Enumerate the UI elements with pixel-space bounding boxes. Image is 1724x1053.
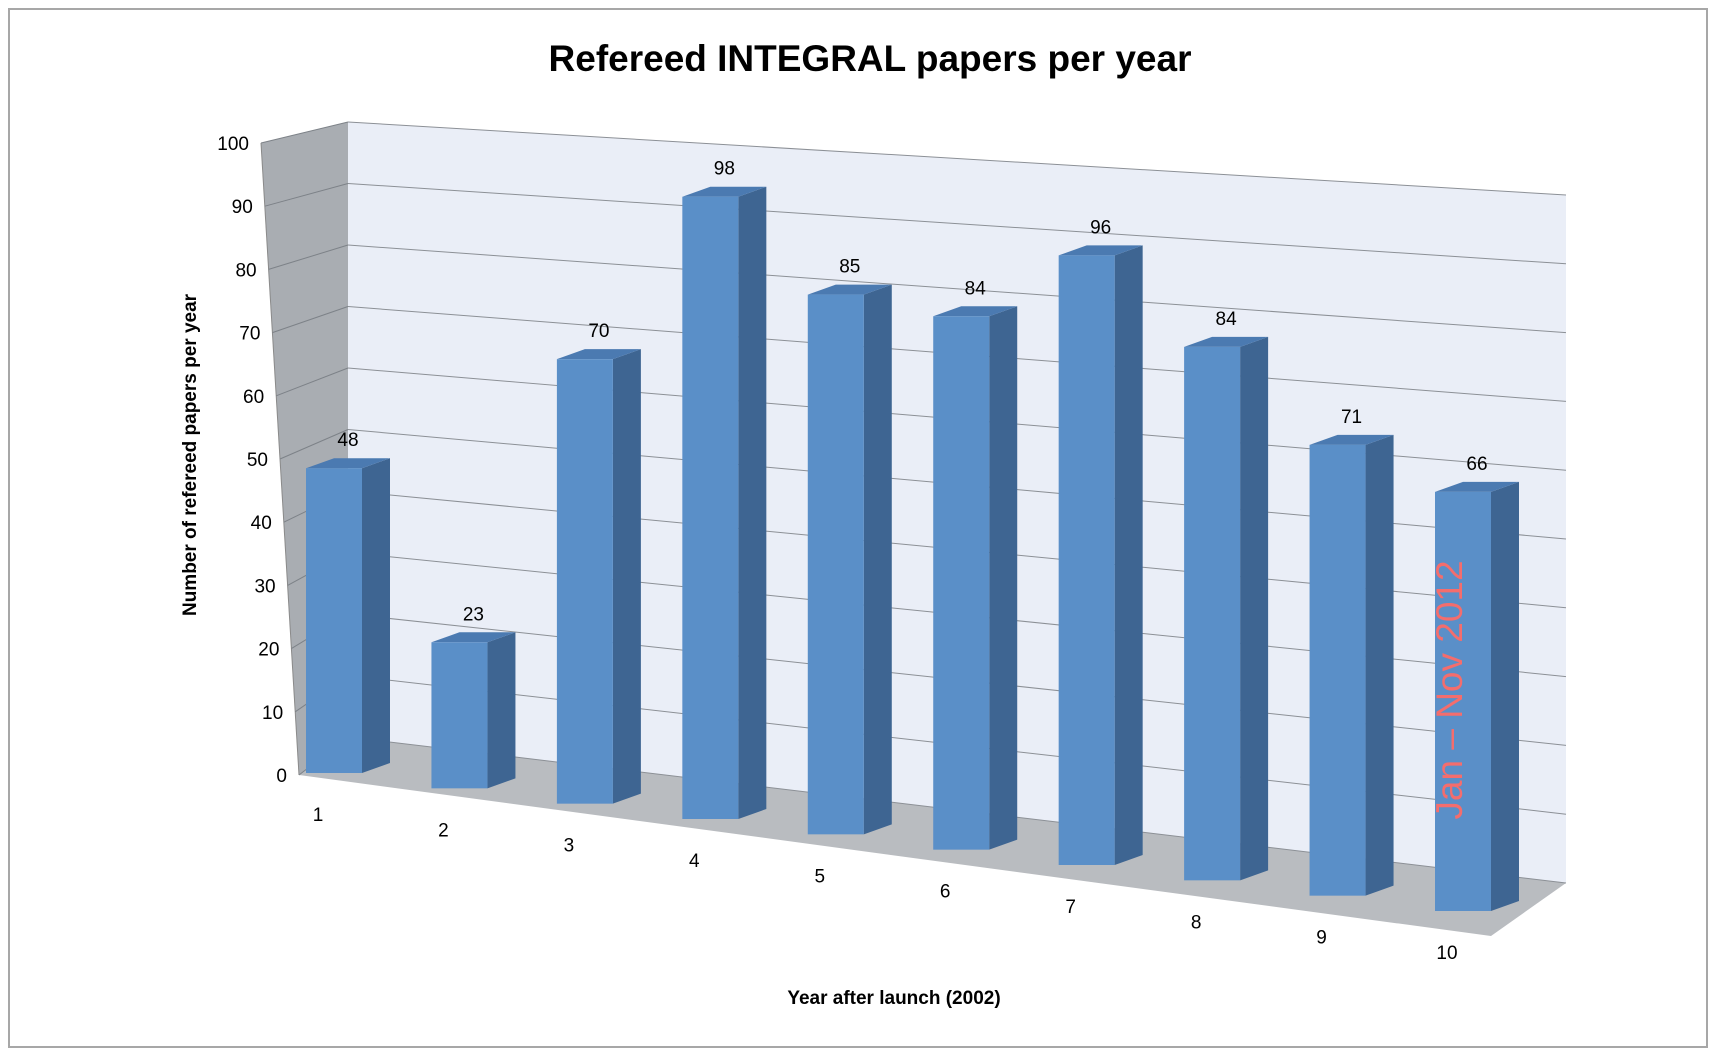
bar-side (1491, 481, 1519, 911)
gridline-side (272, 306, 349, 334)
bar-top (807, 284, 892, 295)
x-tick-label: 5 (814, 866, 825, 887)
gridline (347, 121, 1567, 196)
gridline-side (279, 429, 349, 460)
bar-side (989, 306, 1018, 850)
bar-side (738, 186, 767, 819)
bar-group (807, 284, 892, 835)
bar (431, 642, 488, 789)
data-labels: 48 23 70 98 85 84 96 84 71 66 (337, 159, 1487, 626)
bar-top (1435, 481, 1519, 492)
data-label: 48 (337, 430, 358, 451)
data-label: 66 (1466, 454, 1487, 475)
data-label: 23 (463, 604, 484, 625)
partial-year-annotation: Jan – Nov 2012 (1429, 560, 1470, 819)
data-label: 96 (1090, 217, 1111, 238)
y-tick-label: 20 (258, 640, 279, 661)
y-tick-label: 60 (243, 387, 264, 408)
x-axis-title: Year after launch (2002) (787, 988, 1000, 1009)
y-tick-label: 40 (251, 513, 272, 534)
bar-side (1240, 336, 1269, 881)
bar-top (1184, 336, 1269, 347)
bar-top (306, 458, 390, 469)
x-tick-label: 9 (1316, 928, 1327, 949)
gridline-side (268, 244, 349, 270)
bar (1435, 491, 1491, 911)
bar-group (556, 349, 641, 804)
y-tick-label: 50 (247, 450, 268, 471)
y-tick-label: 0 (276, 766, 287, 787)
bar-group (933, 306, 1018, 850)
bar-top (1309, 434, 1394, 445)
bar-side (612, 349, 641, 804)
bar (306, 468, 362, 773)
data-label: 71 (1341, 407, 1362, 428)
chart-title: Refereed INTEGRAL papers per year (549, 38, 1192, 79)
data-label: 84 (1216, 309, 1238, 330)
bar (933, 316, 990, 850)
y-axis-title: Number of refereed papers per year (180, 293, 201, 616)
bars (306, 186, 1519, 911)
data-label: 98 (714, 159, 735, 180)
bar (556, 359, 613, 804)
bar-group (1309, 434, 1394, 896)
y-tick-label: 30 (254, 576, 275, 597)
gridline-side (264, 183, 349, 207)
data-label: 85 (839, 257, 860, 278)
bar-top (1058, 245, 1143, 256)
x-tick-label: 10 (1436, 943, 1457, 964)
gridline (347, 183, 1567, 265)
y-tick-labels: 0 10 20 30 40 50 60 70 80 90 100 (217, 134, 287, 787)
bar-side (863, 284, 892, 835)
bar-side (1365, 434, 1394, 896)
y-tick-label: 90 (232, 197, 253, 218)
bar-top (431, 632, 516, 643)
y-tick-label: 80 (235, 260, 256, 281)
bar-side (487, 632, 516, 789)
bar-group (431, 632, 516, 789)
x-tick-label: 1 (313, 805, 324, 826)
bar (1184, 346, 1241, 881)
bar-group (682, 186, 767, 819)
bar-group (306, 458, 390, 773)
y-tick-label: 10 (262, 703, 283, 724)
gridline-side (276, 367, 349, 397)
bar-side (362, 458, 390, 773)
x-tick-label: 4 (689, 851, 700, 872)
x-tick-label: 6 (940, 882, 951, 903)
bar (1058, 255, 1115, 865)
bar-top (682, 186, 767, 197)
y-tick-label: 100 (217, 134, 249, 155)
y-tick-label: 70 (239, 324, 260, 345)
gridline-side (260, 121, 349, 144)
bar-group (1058, 245, 1143, 865)
bar-group (1184, 336, 1269, 881)
data-label: 70 (588, 321, 609, 342)
x-tick-label: 3 (564, 836, 575, 857)
bar-group (1435, 481, 1519, 911)
x-tick-label: 2 (438, 820, 449, 841)
bar (807, 294, 864, 835)
bar (682, 196, 739, 819)
bar-top (933, 306, 1018, 317)
gridline (347, 244, 1567, 334)
bar-side (1114, 245, 1143, 865)
x-tick-label: 8 (1191, 912, 1202, 933)
x-tick-labels: 1 2 3 4 5 6 7 8 9 10 (313, 805, 1458, 964)
bar-top (556, 349, 641, 360)
data-label: 84 (965, 278, 987, 299)
bar (1309, 444, 1366, 896)
x-tick-label: 7 (1065, 897, 1076, 918)
